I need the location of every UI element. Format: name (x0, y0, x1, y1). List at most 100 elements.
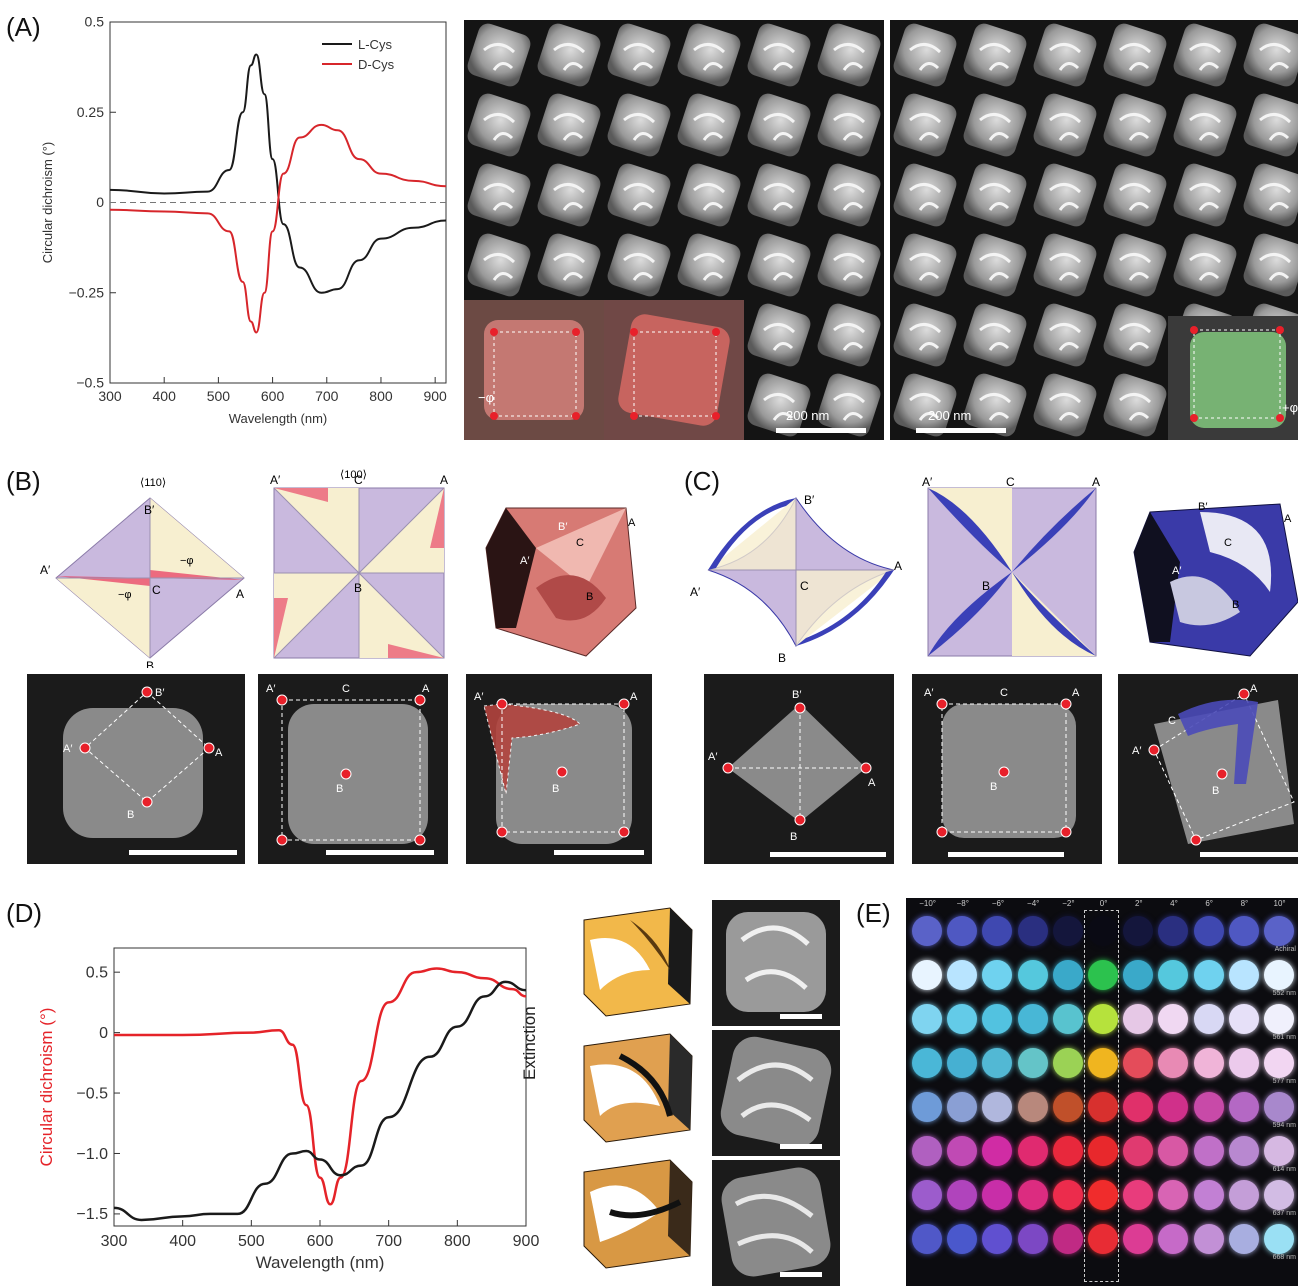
x-tick-label: 900 (513, 1233, 540, 1250)
sem-overlay: A′ C A B (924, 687, 1080, 838)
column-header: 8° (1240, 899, 1249, 908)
sem-overlay (720, 1036, 832, 1148)
helicoid-cube-models (583, 907, 693, 1269)
color-swatch (982, 1004, 1013, 1034)
color-swatch (1123, 1136, 1154, 1166)
direction-label-110: ⟨110⟩ (140, 477, 166, 489)
column-header: −10° (919, 899, 936, 908)
color-swatch (1017, 1048, 1048, 1078)
label-a-prime: A′ (520, 555, 529, 567)
y-tick-label: −0.5 (76, 1085, 108, 1102)
scale-bar (948, 852, 1064, 857)
x-tick-label: 700 (375, 1233, 402, 1250)
sem-particle-3 (712, 1160, 840, 1286)
color-swatch (1193, 1092, 1224, 1122)
color-swatch (912, 1004, 942, 1034)
column-header: 6° (1205, 899, 1214, 908)
x-tick-label: 400 (169, 1233, 196, 1250)
label-a: A (1092, 476, 1100, 489)
color-swatch (947, 1048, 978, 1078)
color-swatch (1123, 1224, 1154, 1254)
label-a: A (1072, 687, 1080, 699)
color-swatch (982, 1092, 1013, 1122)
color-swatch (1088, 1092, 1118, 1122)
color-swatch (1193, 960, 1224, 990)
color-swatch (1158, 1136, 1189, 1166)
color-swatch (1088, 1004, 1118, 1034)
label-neg-phi: −φ (180, 555, 194, 567)
color-swatch (1017, 1224, 1048, 1254)
panel-label-e: (E) (856, 898, 891, 928)
label-a-prime: A′ (922, 476, 933, 489)
color-swatch (982, 960, 1013, 990)
series-line-1 (109, 123, 447, 334)
x-tick-label: 600 (261, 388, 285, 404)
label-a-prime: A′ (708, 751, 717, 763)
label-b: B (982, 579, 990, 593)
row-label: Achiral (1274, 946, 1296, 953)
label-a-prime: A′ (690, 585, 701, 599)
color-swatch (912, 1092, 942, 1122)
scale-bar (1200, 852, 1298, 857)
color-swatch (982, 1224, 1013, 1254)
sem-overlay: A′ A C B (1132, 683, 1295, 846)
color-swatch (912, 916, 942, 946)
column-header: −2° (1062, 899, 1075, 908)
scale-bar (780, 1272, 822, 1277)
sem-zoom-c-110: B′ A′ A B (704, 674, 894, 864)
label-a: A (440, 473, 448, 487)
sem-particle-1 (712, 900, 840, 1026)
color-swatch (1052, 1004, 1083, 1034)
color-swatch (1228, 960, 1259, 990)
sem-zoom-b-110: B′ A A′ B (27, 674, 245, 864)
cd-spectrum-chart-a: 300 400 500 600 700 800 900 0.5 0.25 0 −0.25 −0.5 Wa… (40, 14, 447, 426)
row-label: 614 nm (1272, 1166, 1296, 1173)
color-swatch (982, 916, 1013, 946)
label-c: C (152, 583, 161, 597)
color-swatch (1158, 1092, 1189, 1122)
label-b: B (790, 831, 797, 843)
color-swatch (1193, 1180, 1224, 1210)
label-a-prime: A′ (1172, 565, 1181, 577)
sem-zoom-b-3d: A′ A B (466, 674, 652, 864)
label-a-prime: A′ (924, 687, 933, 699)
legend-label: L-Cys (358, 37, 392, 52)
color-swatch (1017, 1180, 1048, 1210)
label-c: C (342, 683, 350, 695)
x-tick-label: 500 (238, 1233, 265, 1250)
direction-label-100: ⟨100⟩ (340, 469, 367, 481)
panel-label-c: (C) (684, 466, 721, 496)
label-b: B (586, 591, 593, 603)
label-c: C (1006, 476, 1015, 489)
color-swatch (1228, 916, 1259, 946)
label-b: B (336, 783, 343, 795)
color-swatch (1088, 960, 1118, 990)
color-swatch (1088, 916, 1118, 946)
y-tick-label: 0.5 (86, 965, 108, 982)
color-swatch (1017, 916, 1048, 946)
panel-label-b: (B) (6, 466, 41, 496)
label-a: A (236, 587, 244, 601)
label-b: B (778, 651, 786, 665)
color-swatch (1017, 960, 1048, 990)
y-tick-label: −1.0 (76, 1146, 108, 1163)
label-a: A (215, 747, 223, 759)
x-tick-label: 600 (307, 1233, 334, 1250)
color-swatch (1264, 1048, 1294, 1078)
series-line-1 (113, 980, 527, 1222)
sem-zoom-c-100: A′ C A B (912, 674, 1102, 864)
x-tick-label: 800 (444, 1233, 471, 1250)
color-swatch (1123, 916, 1154, 946)
row-label: 637 nm (1272, 1210, 1296, 1217)
sem-zoom-b-100: A′ C A B (258, 674, 448, 864)
scale-bar-label: 200 nm (928, 408, 972, 423)
y-tick-label: 0.5 (85, 14, 105, 30)
label-b: B (127, 809, 134, 821)
color-swatch (1017, 1004, 1048, 1034)
color-swatch (1088, 1180, 1118, 1210)
row-label: 561 nm (1272, 1034, 1296, 1041)
phi-neg-label: −φ (478, 390, 495, 405)
diagram-c-100-projection: A′ C A B (922, 476, 1100, 657)
label-a: A (1250, 683, 1258, 695)
color-swatch (1158, 1224, 1189, 1254)
